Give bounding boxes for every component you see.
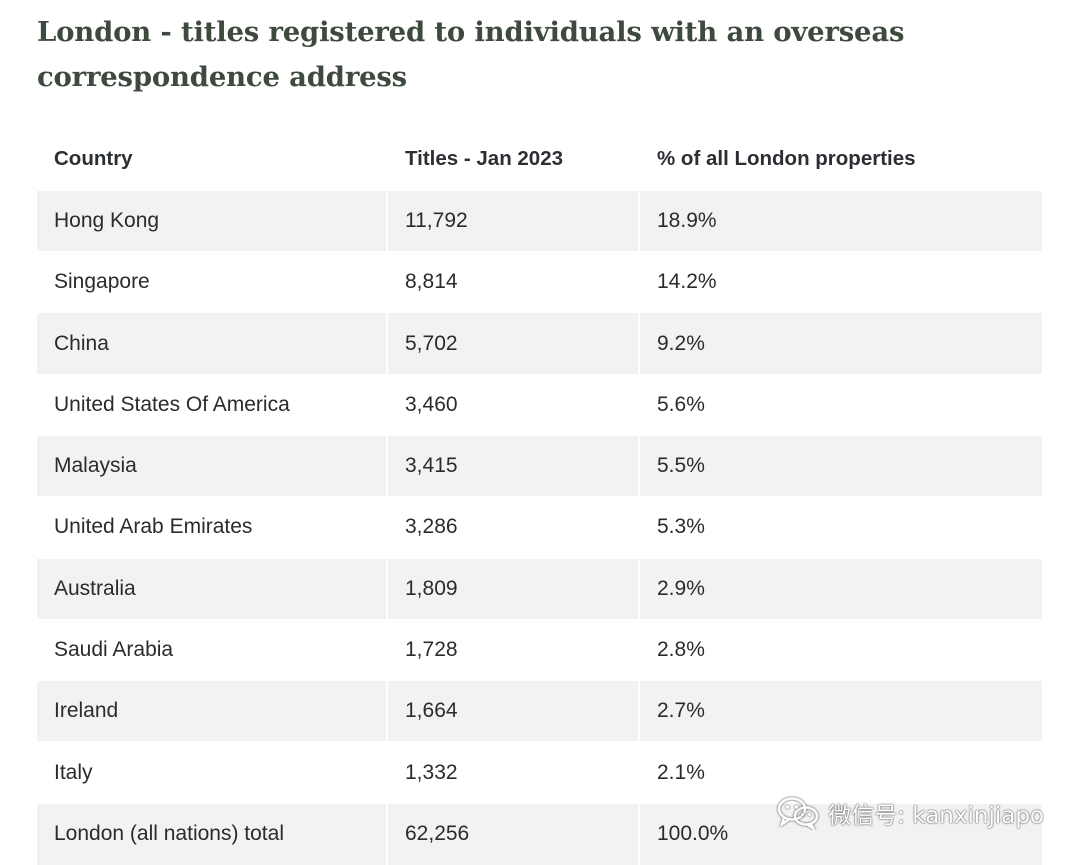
cell-country: Ireland — [37, 680, 388, 742]
cell-country: United Arab Emirates — [37, 496, 388, 559]
header-percent: % of all London properties — [639, 129, 1042, 191]
cell-percent: 5.3% — [639, 496, 1042, 559]
cell-percent: 2.7% — [639, 680, 1042, 742]
cell-titles: 1,332 — [387, 741, 640, 804]
cell-titles: 1,809 — [387, 557, 640, 620]
table-row: Australia 1,809 2.9% — [37, 557, 1042, 620]
cell-titles: 3,460 — [387, 373, 640, 436]
table-row: United States Of America 3,460 5.6% — [37, 373, 1042, 436]
header-titles: Titles - Jan 2023 — [387, 129, 640, 191]
cell-percent: 100.0% — [639, 802, 1042, 865]
page-title: London - titles registered to individual… — [37, 16, 905, 93]
table-row: Hong Kong 11,792 18.9% — [37, 189, 1042, 252]
cell-country: Saudi Arabia — [37, 618, 388, 681]
cell-titles: 3,415 — [387, 434, 640, 497]
cell-titles: 1,664 — [387, 680, 640, 742]
cell-country: Australia — [37, 557, 388, 620]
table-row: China 5,702 9.2% — [37, 312, 1042, 375]
cell-titles: 3,286 — [387, 496, 640, 559]
titles-table: Country Titles - Jan 2023 % of all Londo… — [37, 129, 1042, 865]
cell-percent: 2.1% — [639, 741, 1042, 804]
header-country: Country — [37, 129, 388, 191]
wechat-icon — [776, 796, 820, 830]
table-body: Hong Kong 11,792 18.9% Singapore 8,814 1… — [37, 189, 1042, 865]
cell-percent: 18.9% — [639, 189, 1042, 252]
cell-country: Italy — [37, 741, 388, 804]
cell-country: China — [37, 312, 388, 375]
cell-titles: 11,792 — [387, 189, 640, 252]
cell-percent: 2.9% — [639, 557, 1042, 620]
cell-country: London (all nations) total — [37, 802, 388, 865]
cell-percent: 2.8% — [639, 618, 1042, 681]
cell-percent: 5.6% — [639, 373, 1042, 436]
cell-titles: 62,256 — [387, 802, 640, 865]
cell-titles: 1,728 — [387, 618, 640, 681]
watermark-text: 微信号: kanxinjiapo — [828, 803, 1044, 829]
table-row-total: London (all nations) total 62,256 100.0% — [37, 802, 1042, 865]
table-row: Italy 1,332 2.1% — [37, 741, 1042, 804]
cell-country: Singapore — [37, 251, 388, 313]
cell-country: Hong Kong — [37, 189, 388, 252]
cell-percent: 9.2% — [639, 312, 1042, 375]
cell-titles: 5,702 — [387, 312, 640, 375]
table-row: Malaysia 3,415 5.5% — [37, 434, 1042, 497]
cell-percent: 14.2% — [639, 251, 1042, 313]
wechat-watermark: 微信号: kanxinjiapo — [776, 793, 1044, 833]
cell-titles: 8,814 — [387, 251, 640, 313]
table-row: United Arab Emirates 3,286 5.3% — [37, 496, 1042, 559]
cell-country: United States Of America — [37, 373, 388, 436]
table-row: Singapore 8,814 14.2% — [37, 251, 1042, 313]
table-row: Saudi Arabia 1,728 2.8% — [37, 618, 1042, 681]
table-header-row: Country Titles - Jan 2023 % of all Londo… — [37, 129, 1042, 191]
cell-percent: 5.5% — [639, 434, 1042, 497]
table-row: Ireland 1,664 2.7% — [37, 680, 1042, 742]
titles-table-container: Country Titles - Jan 2023 % of all Londo… — [37, 129, 1042, 865]
cell-country: Malaysia — [37, 434, 388, 497]
